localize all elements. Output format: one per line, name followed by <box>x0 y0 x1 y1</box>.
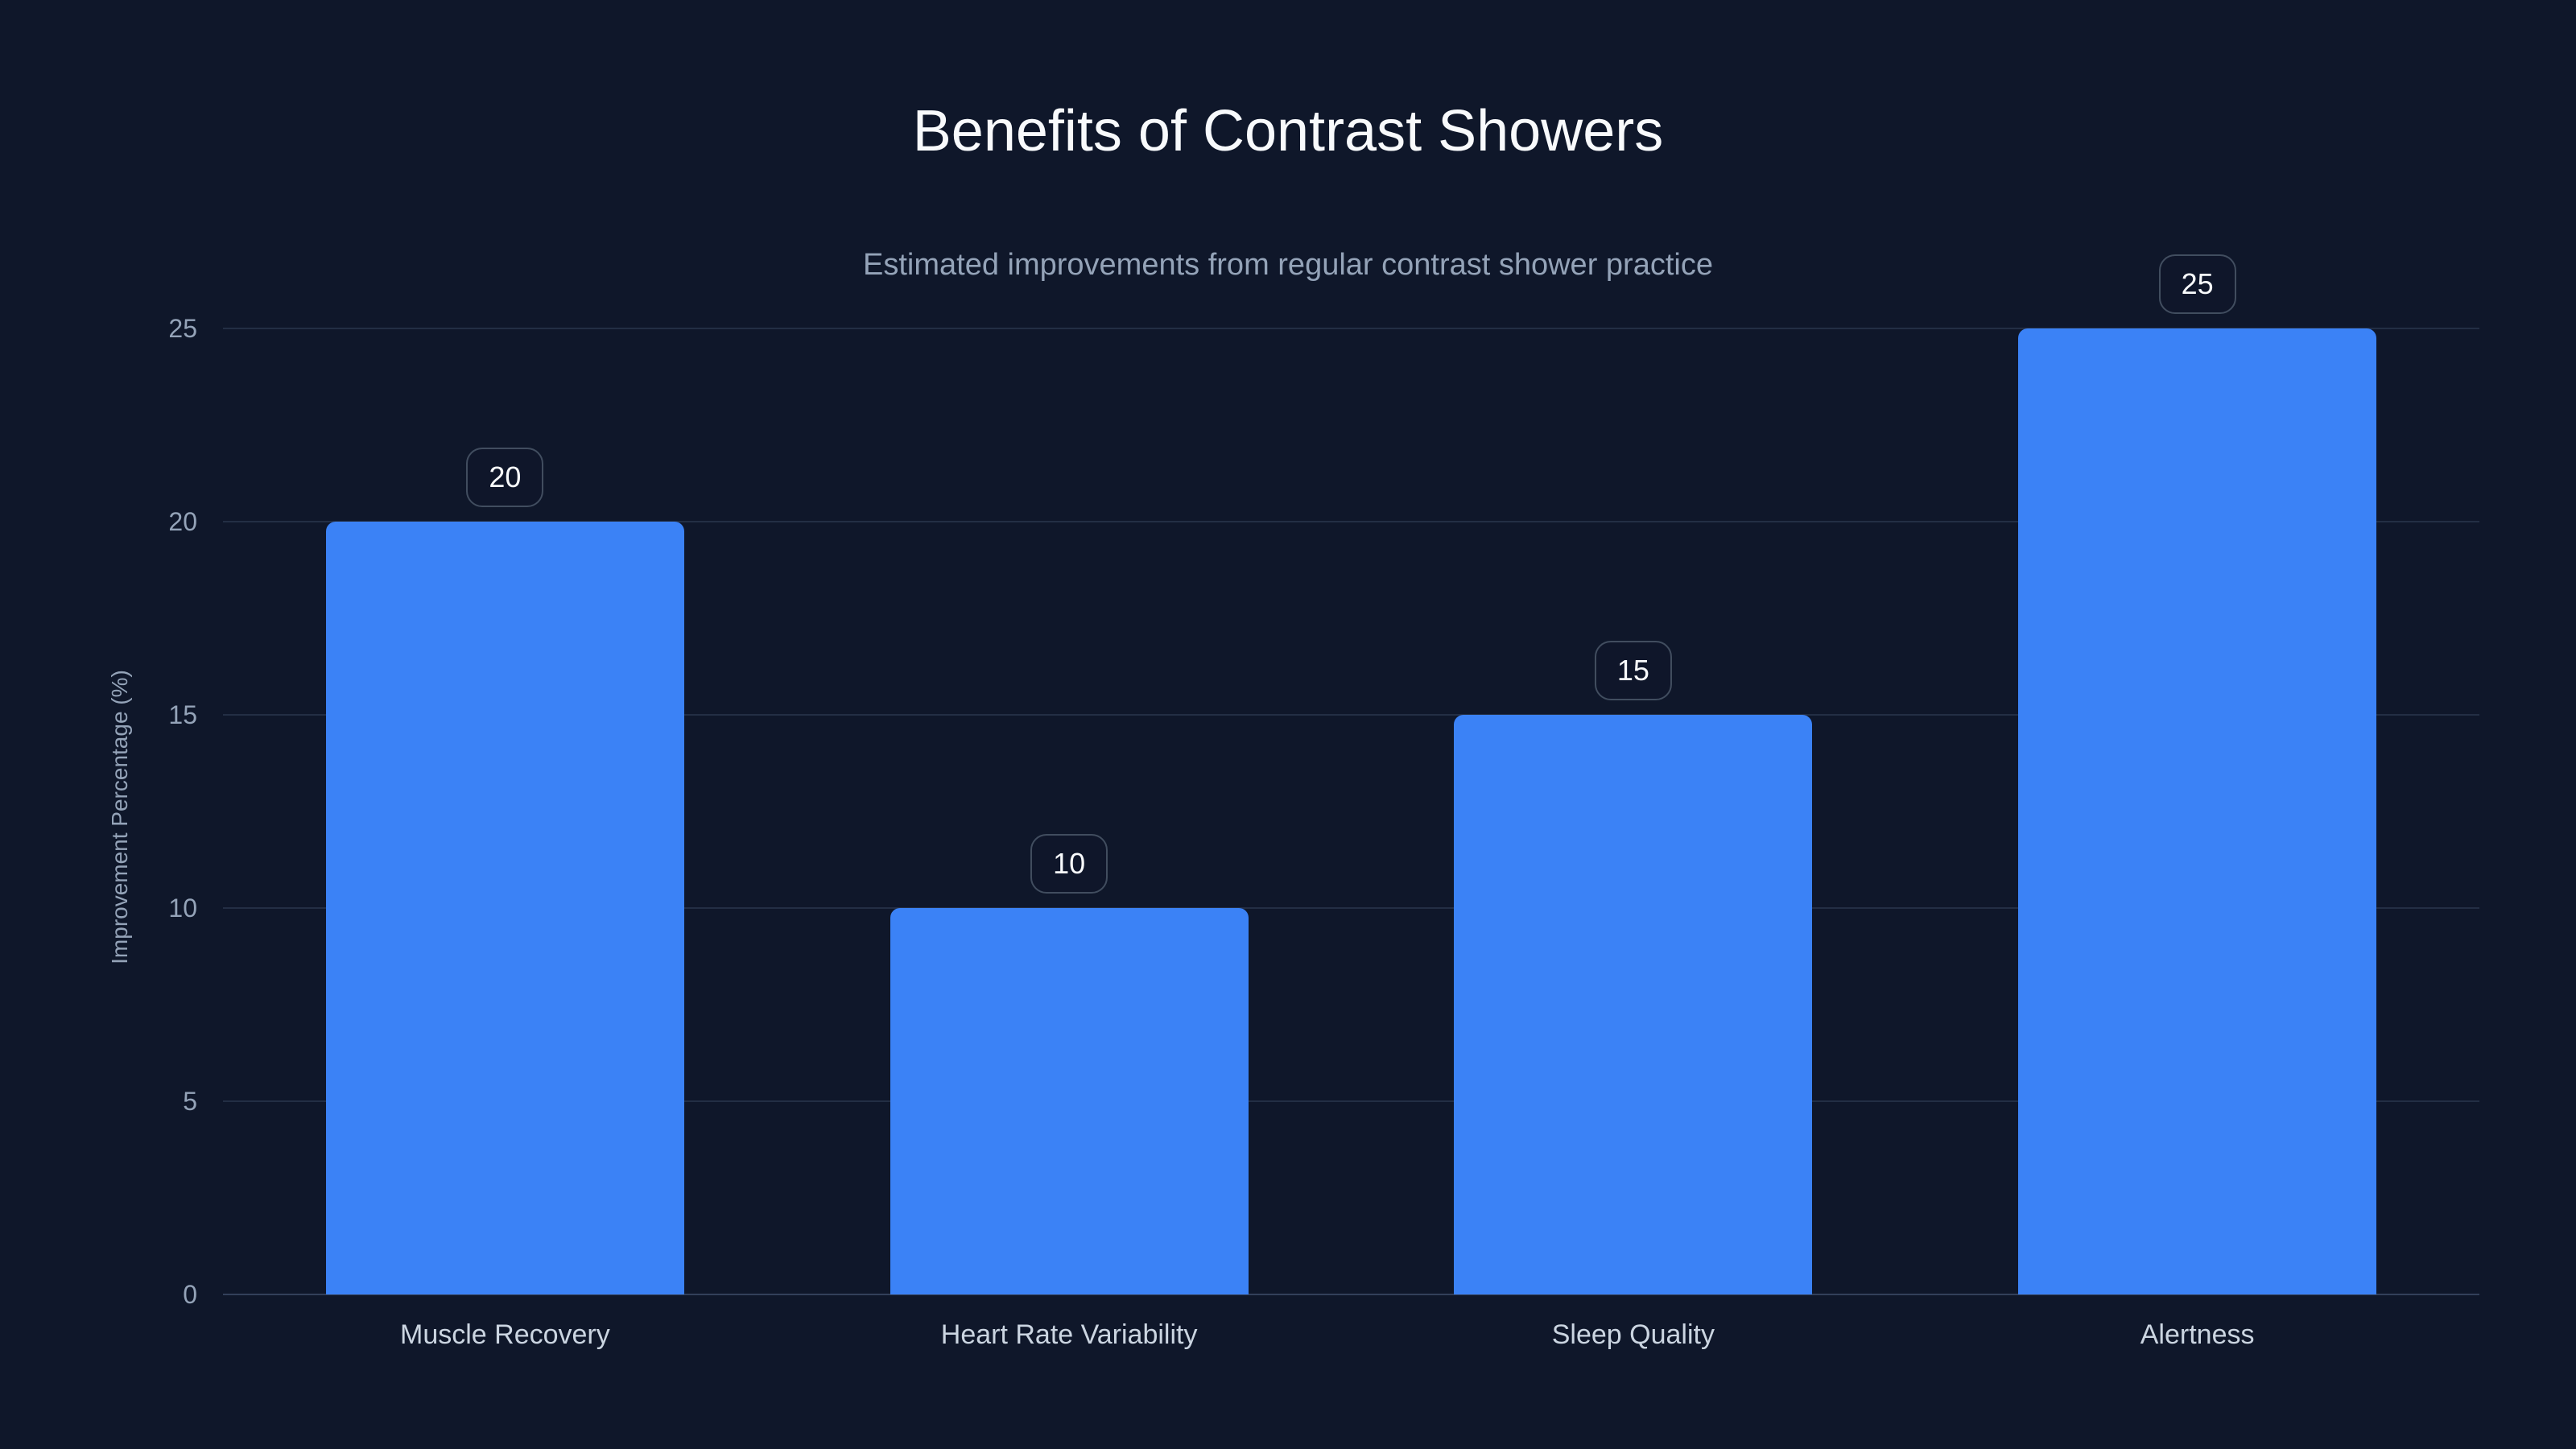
value-badge-heart-rate-variability: 10 <box>1030 834 1108 894</box>
y-tick-label: 20 <box>168 507 197 536</box>
y-tick-label: 15 <box>168 700 197 729</box>
gridline <box>223 714 2479 716</box>
value-badge-muscle-recovery: 20 <box>466 448 544 507</box>
bar-muscle-recovery[interactable] <box>325 522 684 1294</box>
y-tick-label: 25 <box>168 314 197 343</box>
gridline <box>223 521 2479 522</box>
x-category-label-alertness: Alertness <box>2140 1319 2255 1350</box>
x-category-label-muscle-recovery: Muscle Recovery <box>400 1319 610 1350</box>
value-badge-sleep-quality: 15 <box>1594 641 1672 700</box>
x-category-label-sleep-quality: Sleep Quality <box>1551 1319 1715 1350</box>
chart-title: Benefits of Contrast Showers <box>912 99 1664 163</box>
x-axis-line <box>223 1294 2479 1295</box>
x-category-label-heart-rate-variability: Heart Rate Variability <box>940 1319 1198 1350</box>
gridline <box>223 1100 2479 1102</box>
gridline <box>223 907 2479 909</box>
bar-heart-rate-variability[interactable] <box>890 908 1249 1294</box>
y-tick-label: 10 <box>168 894 197 923</box>
bar-alertness[interactable] <box>2018 328 2377 1294</box>
value-badge-alertness: 25 <box>2158 254 2236 314</box>
gridline <box>223 328 2479 329</box>
y-tick-label: 0 <box>183 1280 197 1309</box>
plot-area: 0 5 10 15 20 25 20 Muscle Recovery 10 Heart Rate … <box>168 254 2479 1350</box>
chart-subtitle: Estimated improvements from regular cont… <box>863 248 1713 282</box>
bar-sleep-quality[interactable] <box>1454 715 1813 1294</box>
y-tick-label: 5 <box>183 1087 197 1116</box>
